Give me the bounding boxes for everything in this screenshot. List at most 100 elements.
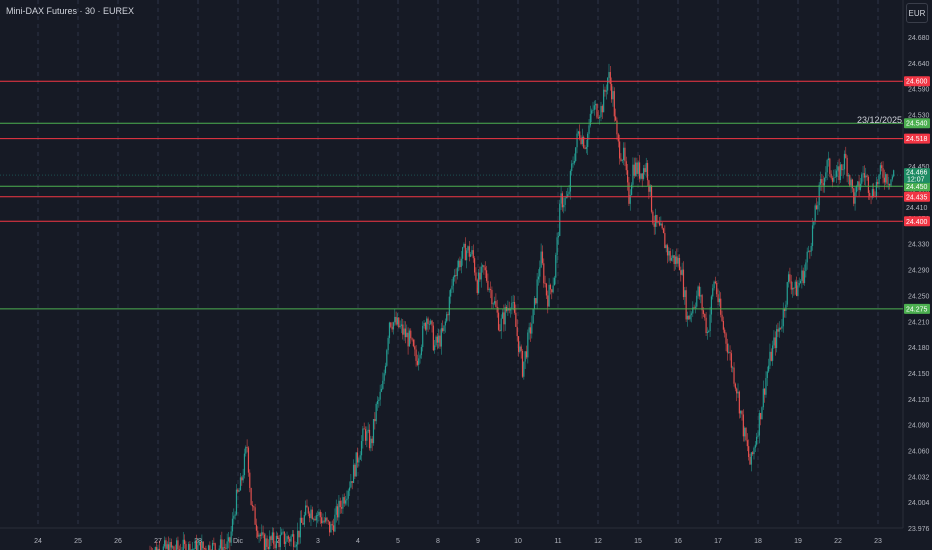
candle-body [162,546,164,550]
candle-body [440,328,442,347]
candle-body [761,407,763,420]
candle-body [183,539,186,545]
candle-body [321,517,323,524]
candle-body [262,532,264,535]
candle-body [611,84,613,100]
candle-body [434,345,436,351]
candle-body [513,302,516,313]
candle-body [370,438,372,449]
candle-body [658,222,661,226]
candle-body [255,524,258,531]
candle-body [791,287,794,290]
candle-body [278,538,280,548]
candle-body [313,518,315,520]
candle-body [362,428,364,442]
candle-body [338,500,340,518]
candle-body [686,315,689,320]
candle-body [810,245,812,252]
candle-body [600,106,602,117]
candle-body [642,168,645,179]
candle-body [227,537,230,542]
candle-body [829,158,831,174]
candle-body [258,534,260,537]
candle-body [535,298,537,304]
candle-body [295,544,297,547]
candle-body [573,160,575,164]
candle-body [223,547,226,548]
candle-body [379,391,381,400]
candle-body [765,377,767,395]
candle-body [400,324,403,326]
level-badge-text: 24.450 [906,184,928,191]
candle-body [422,325,424,348]
candle-body [773,337,775,346]
candle-body [458,260,460,268]
candle-body [584,147,586,149]
extra-price-label: 24.410 [906,205,928,212]
candle-body [303,515,305,525]
y-tick-label: 24.640 [908,61,930,68]
candle-body [467,246,469,251]
candle-body [753,447,755,455]
chart-title: Mini-DAX Futures · 30 · EUREX [6,6,135,16]
candle-body [649,185,651,192]
candle-body [764,388,766,395]
candle-body [871,189,873,198]
x-tick-label: 23 [874,538,882,545]
candle-body [211,542,214,550]
candle-body [881,165,883,169]
level-badge-24.518 [904,133,930,144]
candle-body [680,270,682,275]
candle-body [563,204,565,208]
candle-body [322,520,324,524]
candle-body [882,168,884,178]
candle-body [246,446,248,448]
candle-body [638,162,641,179]
candle-body [378,399,380,401]
candle-body [233,515,235,519]
candle-body [266,538,268,547]
candle-body [294,546,296,548]
candle-body [737,391,739,394]
candle-body [189,544,191,550]
candle-body [793,287,795,289]
candle-body [616,120,618,135]
candle-body [813,221,815,226]
candle-body [855,186,858,193]
candle-body [219,539,222,549]
candle-body [682,269,685,298]
candle-body [277,535,279,539]
candle-body [721,314,723,322]
candle-body [383,373,385,381]
candle-body [213,542,215,544]
candle-body [636,162,638,174]
candle-body [515,312,517,327]
candle-body [285,541,287,544]
candle-body [154,547,156,550]
candle-body [492,303,494,305]
current-price-badge [904,168,930,184]
candle-body [702,310,705,314]
y-tick-label: 24.150 [908,371,930,378]
candle-body [565,197,568,198]
candle-body [561,193,564,208]
candle-body [688,315,690,320]
candle-body [537,276,540,280]
candle-body [169,541,171,550]
candle-body [472,250,474,259]
level-badge-text: 24.540 [906,121,928,128]
candle-body [205,548,207,550]
candle-body [392,322,395,330]
candle-body [692,307,694,314]
candle-body [380,388,383,392]
candle-body [670,257,673,261]
candle-body [485,270,488,281]
x-tick-label: 25 [74,538,82,545]
candle-body [371,438,373,444]
x-tick-label: 24 [34,538,42,545]
candle-body [632,164,634,185]
candle-body [201,541,203,550]
candle-body [319,511,321,518]
currency-button[interactable]: EUR [906,3,928,23]
